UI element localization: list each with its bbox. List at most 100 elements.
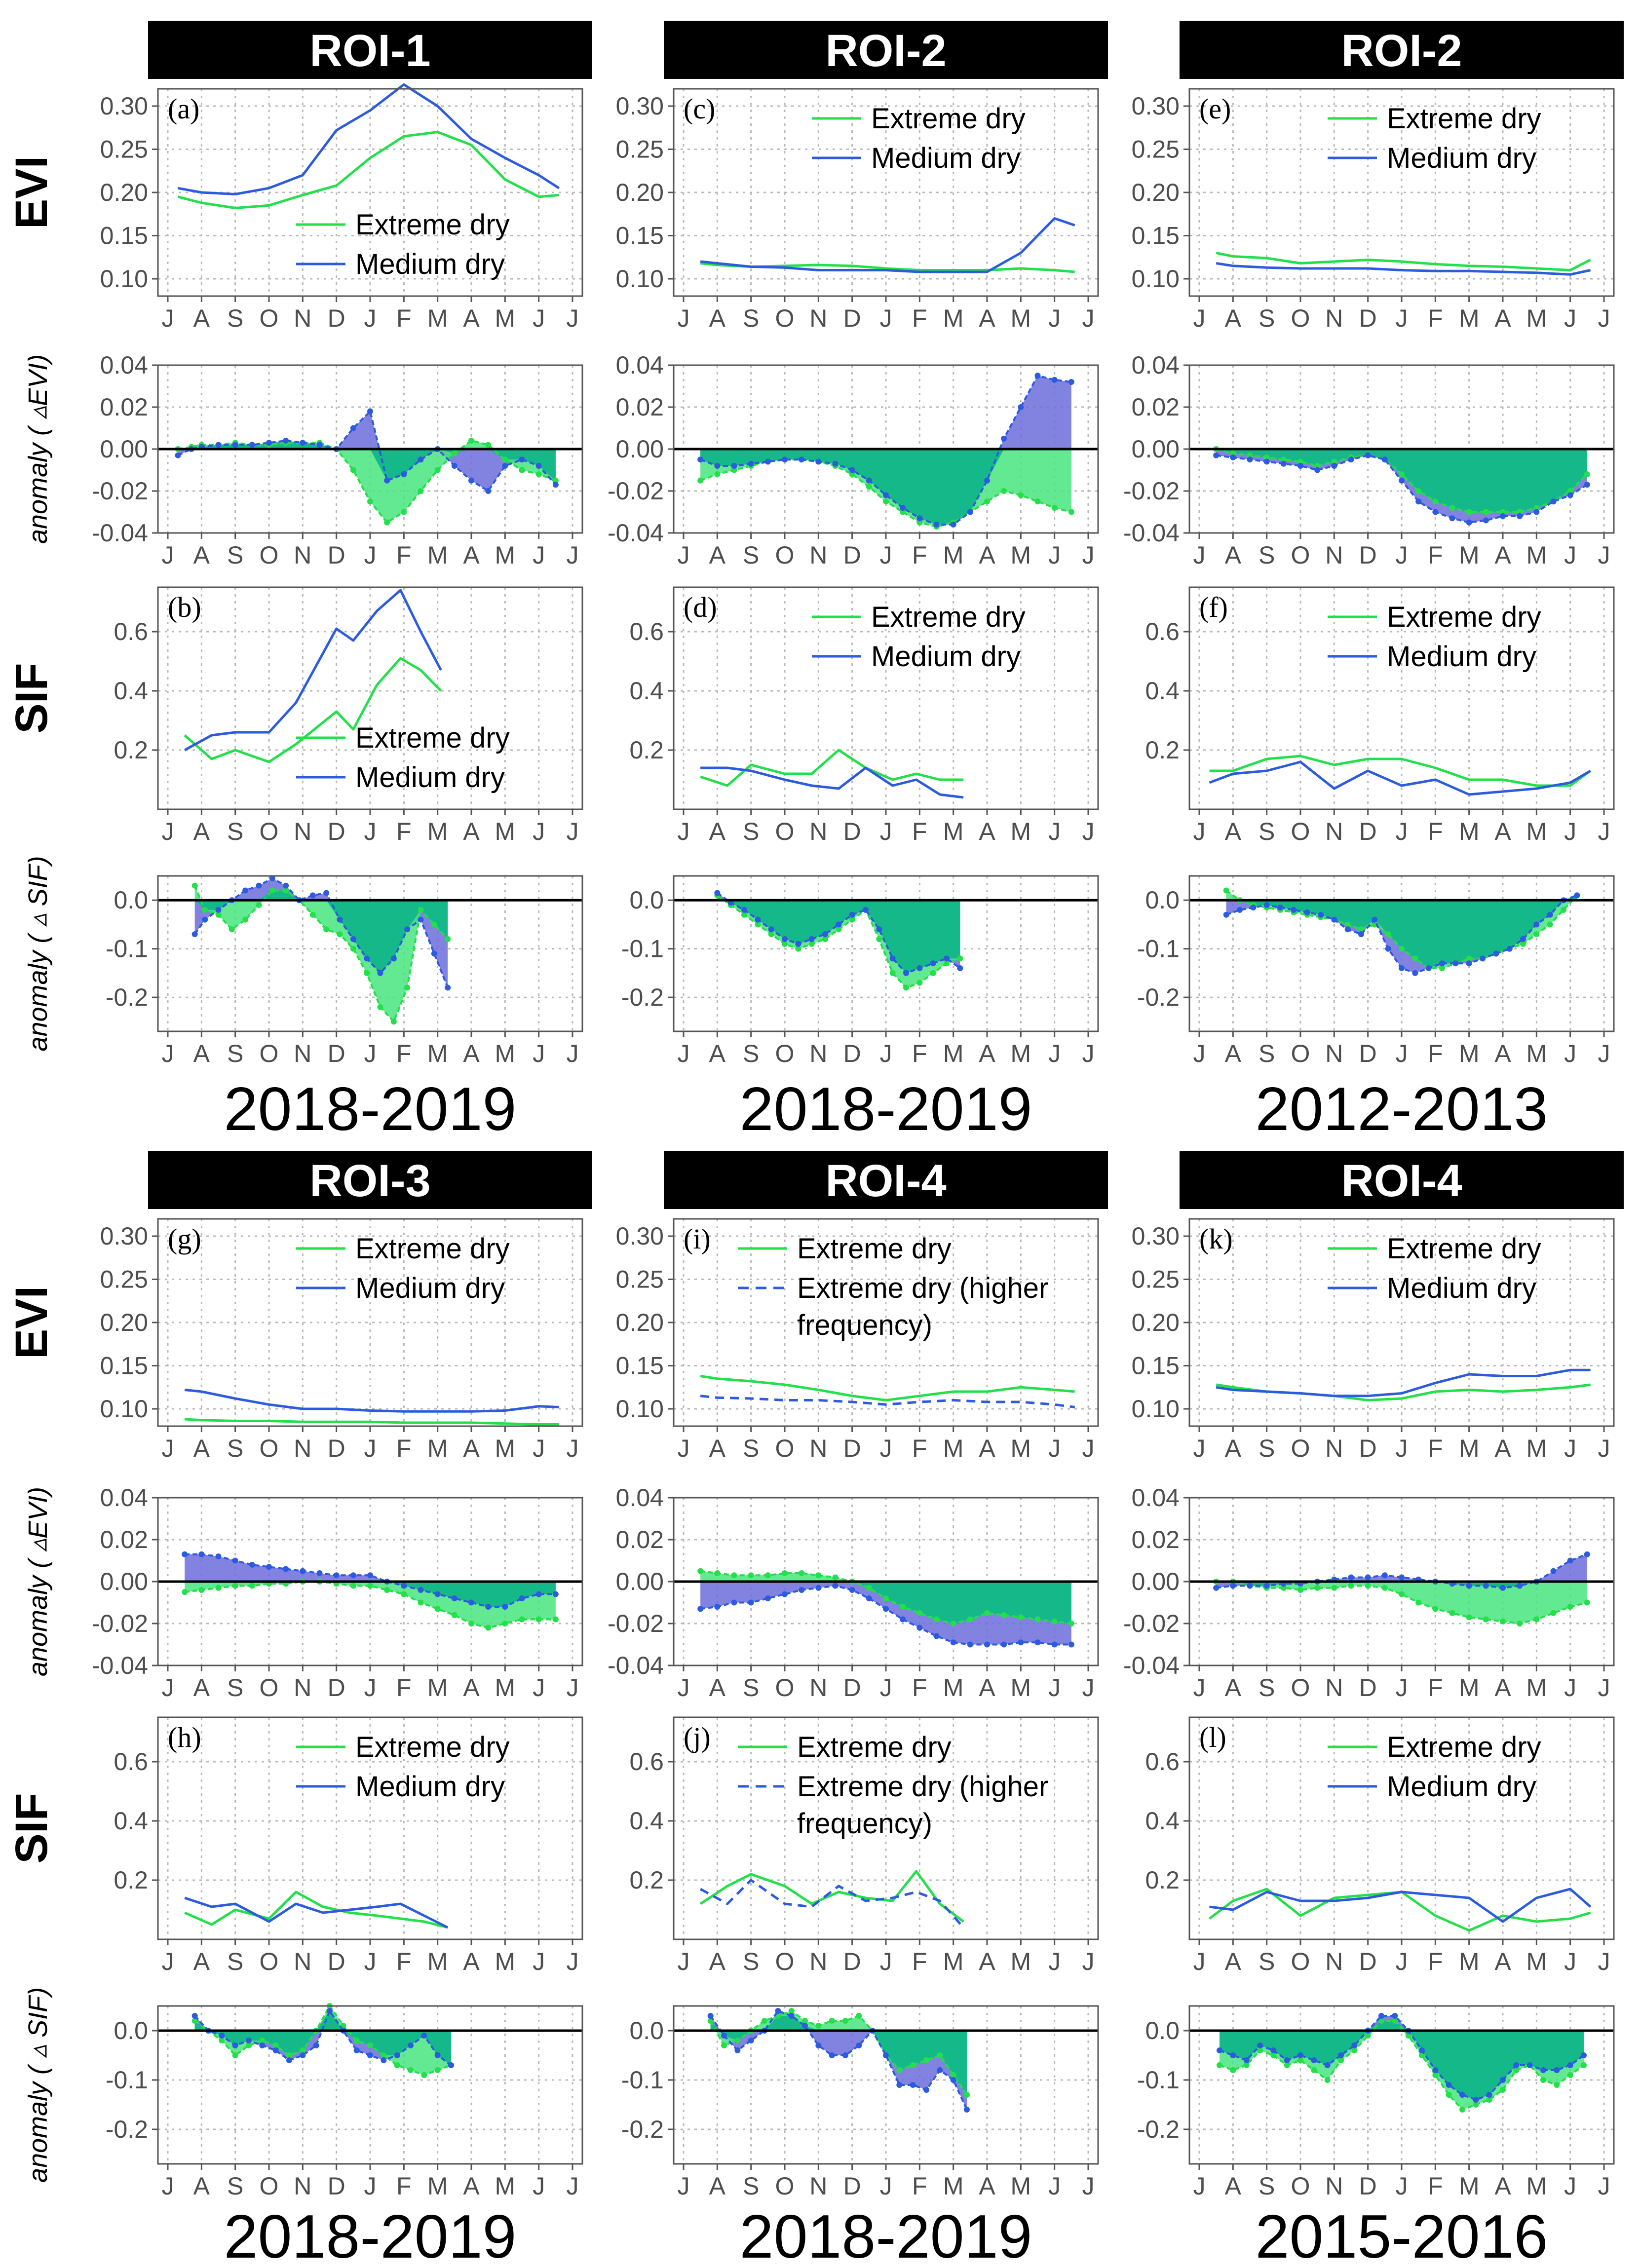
x-tick-label: A xyxy=(463,2172,480,2200)
x-tick-label: A xyxy=(1225,2172,1242,2200)
x-tick-label: N xyxy=(809,1674,827,1701)
x-tick-label: D xyxy=(1359,2172,1377,2200)
anomaly-extreme-point xyxy=(535,471,542,477)
y-tick-label: 0.2 xyxy=(114,736,148,764)
x-tick-label: S xyxy=(1259,1040,1275,1067)
roi-banner: ROI-2 xyxy=(1180,21,1624,79)
y-tick-label: -0.04 xyxy=(608,1652,664,1679)
anomaly-medium-point xyxy=(259,2042,266,2048)
anomaly-medium-point xyxy=(1001,1641,1007,1648)
roi-banner-bg xyxy=(148,21,592,79)
anomaly-medium-point xyxy=(175,452,181,458)
anomaly-medium-point xyxy=(748,2038,754,2043)
y-tick-label: -0.1 xyxy=(621,2066,664,2094)
anomaly-extreme-point xyxy=(384,519,390,526)
anomaly-area-overlap xyxy=(710,2016,967,2095)
anomaly-extreme-point xyxy=(1270,2052,1277,2058)
x-tick-label: A xyxy=(709,1435,726,1462)
y-tick-label: 0.20 xyxy=(616,1309,664,1336)
x-tick-label: J xyxy=(678,541,690,569)
anomaly-medium-point xyxy=(1314,467,1321,473)
anomaly-extreme-point xyxy=(300,2047,306,2053)
x-tick-label: J xyxy=(1598,541,1610,569)
anomaly-extreme-point xyxy=(1385,931,1391,938)
x-tick-label: F xyxy=(396,1948,412,1975)
anomaly-medium-point xyxy=(384,477,390,484)
legend: Extreme dry Medium dry xyxy=(1328,1233,1541,1304)
anomaly-medium-point xyxy=(191,2013,198,2019)
anomaly-medium-point xyxy=(1466,960,1472,967)
roi-banner-bg xyxy=(1180,1151,1624,1209)
legend-label: Extreme dry xyxy=(1387,103,1541,135)
series-extreme-dry xyxy=(1216,252,1591,271)
y-tick-label: 0.10 xyxy=(100,1395,148,1423)
row-label-evi-anomaly: anomaly ( ▵EVI) xyxy=(23,354,53,544)
panel-eviA-3: -0.04-0.020.000.020.04J A S O N D J F M A M J J xyxy=(92,1484,583,1701)
x-tick-label: M xyxy=(427,1674,448,1701)
x-tick-label: J xyxy=(533,541,545,569)
x-tick-label: A xyxy=(193,304,210,332)
row-label-evi-anomaly: anomaly ( ▵EVI) xyxy=(23,1487,53,1676)
y-tick-label: 0.00 xyxy=(100,1568,148,1595)
x-tick-label: D xyxy=(328,1948,345,1975)
anomaly-medium-point xyxy=(1533,509,1540,515)
panel-letter: (l) xyxy=(1199,1721,1226,1753)
anomaly-medium-point xyxy=(731,463,737,469)
legend-label: Extreme dry xyxy=(355,1233,510,1265)
x-tick-label: O xyxy=(775,1040,795,1067)
anomaly-medium-point xyxy=(1526,2062,1533,2068)
anomaly-medium-point xyxy=(1297,2052,1303,2058)
y-tick-label: 0.0 xyxy=(1145,886,1180,914)
anomaly-medium-point xyxy=(1567,2062,1573,2068)
y-tick-label: 0.02 xyxy=(616,1526,664,1553)
anomaly-extreme-point xyxy=(1567,488,1573,494)
legend-label: Extreme dry xyxy=(871,103,1026,135)
anomaly-extreme-point xyxy=(1034,1616,1041,1623)
x-tick-label: M xyxy=(1526,1674,1547,1701)
y-tick-label: -0.2 xyxy=(621,2116,664,2143)
x-tick-label: J xyxy=(1396,1674,1408,1701)
y-tick-label: 0.00 xyxy=(616,1568,664,1595)
anomaly-medium-point xyxy=(1001,435,1007,442)
anomaly-extreme-point xyxy=(1584,471,1590,477)
x-tick-label: J xyxy=(1082,1948,1095,1975)
row-label-sif-anomaly: anomaly ( ▵ SIF) xyxy=(23,1987,53,2183)
panel-letter: (f) xyxy=(1199,591,1228,623)
y-tick-label: 0.0 xyxy=(114,2017,148,2044)
legend-label: frequency) xyxy=(797,1808,932,1840)
x-tick-label: J xyxy=(678,304,690,332)
series-second xyxy=(699,1879,965,1928)
anomaly-extreme-point xyxy=(829,2018,835,2024)
x-tick-label: N xyxy=(809,1040,827,1067)
anomaly-medium-point xyxy=(431,950,437,957)
anomaly-medium-point xyxy=(445,984,451,991)
x-tick-label: J xyxy=(678,818,690,845)
anomaly-medium-point xyxy=(802,2023,808,2029)
panel-eviA-2: -0.04-0.020.000.020.04J A S O N D J F M A M J J xyxy=(1123,351,1615,569)
panel-evi-4: (i) Extreme dry Extreme dry (higher frequen… xyxy=(616,1218,1099,1462)
roi-banner-bg xyxy=(1180,21,1624,79)
x-tick-label: A xyxy=(1494,1435,1511,1462)
x-tick-label: M xyxy=(1011,1435,1031,1462)
y-tick-label: 0.30 xyxy=(100,92,148,120)
x-tick-label: M xyxy=(1011,541,1031,569)
x-tick-label: N xyxy=(294,2172,311,2200)
anomaly-extreme-point xyxy=(896,2067,903,2073)
anomaly-extreme-point xyxy=(1392,2018,1398,2024)
anomaly-extreme-point xyxy=(1365,1583,1371,1589)
anomaly-extreme-point xyxy=(191,2018,198,2024)
roi-banner-bg xyxy=(664,21,1108,79)
x-tick-label: J xyxy=(1598,304,1610,332)
panel-letter: (k) xyxy=(1199,1223,1233,1255)
x-tick-label: O xyxy=(775,818,795,845)
x-tick-label: M xyxy=(1011,1674,1031,1701)
anomaly-extreme-point xyxy=(215,1585,222,1591)
legend-label: Medium dry xyxy=(1387,1771,1536,1803)
panel-evi-0: (a) Extreme dry Medium dry 0.10 0.15 0.20 0.25… xyxy=(100,83,583,332)
anomaly-extreme-point xyxy=(1533,931,1540,938)
y-tick-label: 0.25 xyxy=(100,136,148,163)
x-tick-label: N xyxy=(294,304,311,332)
y-tick-label: 0.15 xyxy=(616,1352,664,1380)
anomaly-medium-point xyxy=(1358,931,1364,938)
